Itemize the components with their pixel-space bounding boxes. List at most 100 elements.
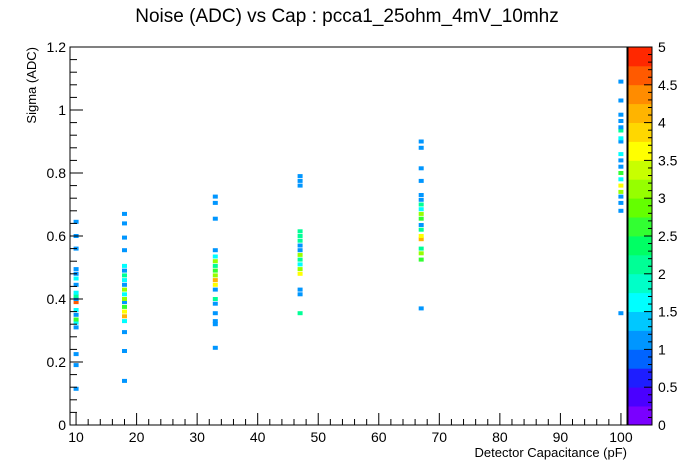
heatmap-cell bbox=[73, 282, 79, 287]
heatmap-cell bbox=[297, 257, 303, 262]
color-bar-band bbox=[628, 122, 652, 142]
heatmap-cell bbox=[418, 234, 424, 238]
heatmap-cell bbox=[618, 112, 624, 117]
x-tick-label: 70 bbox=[432, 429, 448, 445]
heatmap-cell bbox=[297, 174, 303, 179]
heatmap-cell bbox=[122, 314, 127, 319]
heatmap-cell bbox=[122, 378, 127, 383]
heatmap-cell bbox=[73, 300, 79, 305]
heatmap-cell bbox=[212, 282, 218, 287]
color-bar-band bbox=[628, 84, 652, 105]
heatmap-cell bbox=[122, 268, 127, 273]
color-bar-band bbox=[628, 198, 652, 218]
heatmap-cell bbox=[122, 319, 127, 324]
color-bar-band bbox=[628, 160, 652, 180]
heatmap-cell bbox=[418, 246, 424, 251]
heatmap-cell bbox=[212, 194, 218, 199]
z-tick-label: 3 bbox=[658, 190, 666, 206]
y-tick-label: 0.4 bbox=[47, 291, 67, 307]
plot-frame bbox=[69, 46, 628, 426]
heatmap-cell bbox=[418, 257, 424, 262]
heatmap-cell bbox=[418, 216, 424, 221]
heatmap-cell bbox=[122, 309, 127, 314]
heatmap-cell bbox=[418, 166, 424, 171]
z-tick-label: 0.5 bbox=[658, 379, 678, 395]
heatmap-cell bbox=[73, 352, 79, 357]
heatmap-cell bbox=[297, 311, 303, 316]
heatmap-cell bbox=[618, 164, 624, 169]
heatmap-cell bbox=[618, 152, 624, 157]
heatmap-cell bbox=[73, 293, 79, 298]
heatmap-cell bbox=[418, 145, 424, 150]
heatmap-cell bbox=[73, 276, 79, 281]
heatmap-cell bbox=[212, 322, 218, 327]
x-tick-label: 90 bbox=[553, 429, 569, 445]
z-tick-label: 4 bbox=[658, 115, 666, 131]
heatmap-cell bbox=[73, 219, 79, 224]
heatmap-cell bbox=[212, 200, 218, 205]
x-tick-label: 10 bbox=[68, 429, 84, 445]
heatmap-cell bbox=[418, 306, 424, 311]
heatmap-cell bbox=[73, 320, 79, 325]
heatmap-cell bbox=[297, 229, 303, 234]
heatmap-cell bbox=[618, 158, 624, 163]
color-bar-band bbox=[628, 141, 652, 161]
heatmap-cell bbox=[122, 349, 127, 353]
heatmap-cell bbox=[297, 287, 303, 292]
y-tick-label: 0.6 bbox=[47, 228, 67, 244]
y-axis: 0 0.2 0.4 0.6 0.8 1 1.2 bbox=[47, 39, 83, 433]
color-bar: 0 0.5 1 1.5 2 2.5 3 3.5 4 4.5 5 bbox=[627, 39, 678, 433]
heatmap-cell bbox=[212, 278, 218, 283]
heatmap-cell bbox=[618, 79, 624, 84]
heatmap-cell bbox=[618, 128, 624, 133]
heatmap-cell bbox=[618, 171, 624, 175]
heatmap-cell bbox=[618, 311, 624, 316]
heatmap-cell bbox=[418, 207, 424, 212]
heatmap-cell bbox=[73, 290, 79, 295]
heatmap-cell bbox=[73, 325, 79, 330]
heatmap-cell bbox=[418, 251, 424, 256]
x-tick-label: 50 bbox=[310, 429, 326, 445]
heatmap-cell bbox=[212, 345, 218, 350]
color-bar-band bbox=[628, 254, 652, 275]
heatmap-cell bbox=[212, 301, 218, 306]
x-tick-label: 60 bbox=[371, 429, 387, 445]
heatmap-cell bbox=[122, 287, 127, 292]
color-bar-band bbox=[628, 217, 652, 237]
heatmap-cell bbox=[297, 234, 303, 238]
z-tick-label: 3.5 bbox=[658, 152, 678, 168]
color-bar-band bbox=[628, 292, 652, 312]
z-tick-label: 0 bbox=[658, 417, 666, 433]
heatmap-cell bbox=[212, 287, 218, 292]
y-tick-label: 1 bbox=[58, 102, 66, 118]
color-bar-band bbox=[628, 330, 652, 350]
z-tick-label: 5 bbox=[658, 39, 666, 55]
heatmap-cell bbox=[418, 202, 424, 207]
color-bar-band bbox=[628, 65, 652, 86]
heatmap-cell bbox=[618, 194, 624, 199]
heatmap-cell bbox=[212, 248, 218, 253]
heatmap-cell bbox=[212, 311, 218, 316]
z-tick-label: 4.5 bbox=[658, 77, 678, 93]
color-bar-band bbox=[628, 406, 652, 426]
color-bar-band bbox=[628, 387, 652, 407]
chart-title: Noise (ADC) vs Cap : pcca1_25ohm_4mV_10m… bbox=[135, 6, 558, 27]
x-tick-label: 40 bbox=[250, 429, 266, 445]
heatmap-cell bbox=[212, 216, 218, 221]
heatmap-cell bbox=[297, 271, 303, 276]
color-bar-band bbox=[628, 103, 652, 123]
y-tick-label: 0 bbox=[58, 417, 66, 433]
heatmap-cell bbox=[297, 262, 303, 267]
heatmap-cell bbox=[73, 363, 79, 368]
x-tick-label: 20 bbox=[129, 429, 145, 445]
heatmap-cell bbox=[297, 183, 303, 188]
heatmap-cell bbox=[297, 252, 303, 257]
heatmap-cell bbox=[618, 98, 624, 103]
heatmap-cell bbox=[212, 319, 218, 324]
heatmap-cell bbox=[297, 243, 303, 248]
z-tick-label: 2.5 bbox=[658, 228, 678, 244]
heatmap-cell bbox=[618, 208, 624, 213]
heatmap-cell bbox=[297, 178, 303, 183]
heatmap-cell bbox=[418, 223, 424, 227]
